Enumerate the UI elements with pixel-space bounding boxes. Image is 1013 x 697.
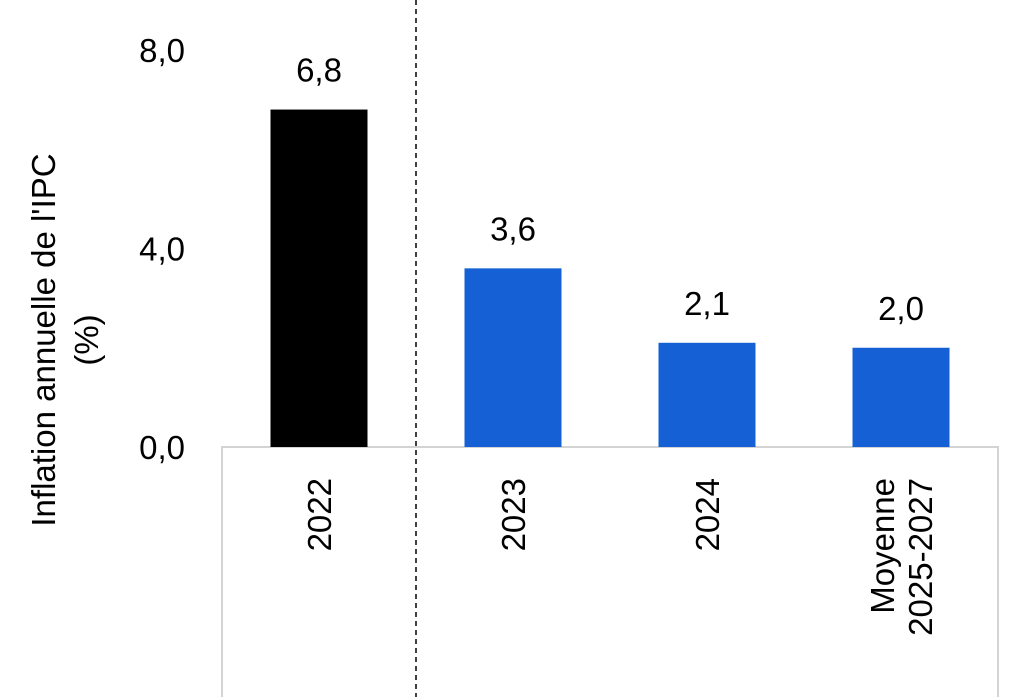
y-axis-title: Inflation annuelle de l'IPC (%) <box>25 153 105 526</box>
data-label: 2,1 <box>684 285 730 322</box>
x-tick-label: 2022 <box>301 478 338 551</box>
bar-2023 <box>464 268 562 447</box>
y-tick-label: 0,0 <box>139 429 185 466</box>
x-tick-label: 2024 <box>689 478 726 551</box>
y-tick-label: 8,0 <box>139 32 185 69</box>
category-label-box <box>221 446 999 697</box>
x-axis-category-labels: 2022 2023 2024 Moyenne2025-2027 <box>301 478 939 636</box>
value-labels: 6,8 3,6 2,1 2,0 <box>296 52 924 327</box>
data-label: 3,6 <box>490 210 536 247</box>
y-axis-tick-labels: 0,0 4,0 8,0 <box>139 32 185 466</box>
x-tick-label: Moyenne2025-2027 <box>864 478 939 636</box>
data-label: 2,0 <box>878 290 924 327</box>
bars <box>270 109 950 448</box>
data-label: 6,8 <box>296 52 342 89</box>
bar-2024 <box>658 342 756 447</box>
y-axis-label: Inflation annuelle de l'IPC (%) <box>25 153 105 526</box>
bar-2022 <box>270 109 368 448</box>
y-tick-label: 4,0 <box>139 231 185 268</box>
category-box-frame <box>221 446 999 697</box>
bar-moyenne-2025-2027 <box>852 347 950 447</box>
x-tick-label: 2023 <box>495 478 532 551</box>
